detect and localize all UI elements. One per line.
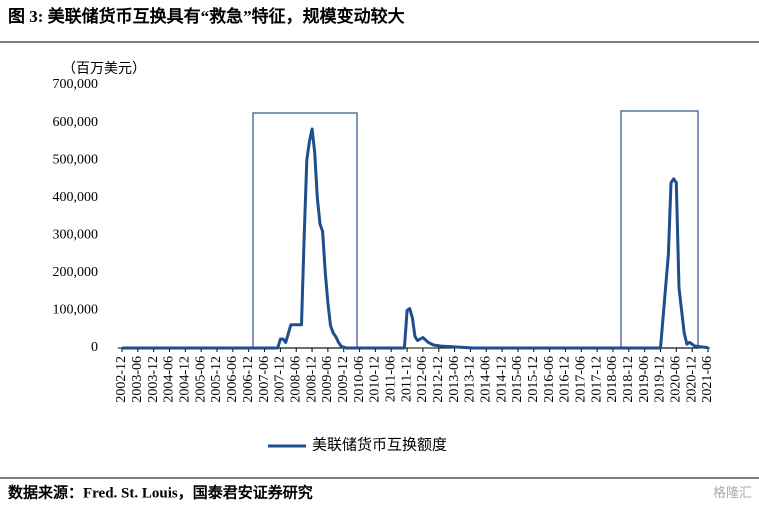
y-tick-label: 300,000: [53, 228, 99, 243]
y-tick-label: 700,000: [53, 77, 99, 92]
x-tick-label: 2011-12: [399, 356, 414, 402]
x-tick-label: 2016-06: [542, 356, 557, 403]
x-tick-label: 2012-12: [431, 356, 446, 403]
y-tick-label: 0: [91, 340, 98, 355]
x-tick-label: 2003-12: [146, 356, 161, 403]
y-unit: （百万美元）: [62, 61, 146, 77]
x-tick-label: 2019-06: [637, 356, 652, 403]
x-tick-label: 2002-12: [114, 356, 129, 403]
x-tick-label: 2005-12: [209, 356, 224, 403]
x-tick-label: 2013-06: [447, 356, 462, 403]
x-tick-label: 2004-06: [162, 356, 177, 403]
x-tick-label: 2009-06: [320, 356, 335, 403]
y-tick-label: 500,000: [53, 152, 99, 167]
chart-title: 图 3: 美联储货币互换具有“救急”特征，规模变动较大: [8, 6, 405, 26]
x-tick-label: 2010-12: [368, 356, 383, 403]
x-tick-label: 2017-06: [574, 356, 589, 403]
x-tick-label: 2010-06: [352, 356, 367, 403]
x-tick-label: 2006-12: [241, 356, 256, 403]
x-tick-label: 2006-06: [225, 356, 240, 403]
legend-label: 美联储货币互换额度: [312, 436, 447, 453]
x-tick-label: 2015-06: [510, 356, 525, 403]
x-tick-label: 2007-12: [273, 356, 288, 403]
x-tick-label: 2016-12: [558, 356, 573, 403]
x-tick-label: 2021-06: [700, 356, 715, 403]
x-tick-label: 2009-12: [336, 356, 351, 403]
x-tick-label: 2005-06: [193, 356, 208, 403]
x-tick-label: 2019-12: [653, 356, 668, 403]
x-tick-label: 2012-06: [415, 356, 430, 403]
x-tick-label: 2018-12: [621, 356, 636, 403]
x-tick-label: 2017-12: [589, 356, 604, 403]
x-tick-label: 2015-12: [526, 356, 541, 403]
x-tick-label: 2011-06: [383, 356, 398, 402]
y-tick-label: 200,000: [53, 265, 99, 280]
y-tick-label: 600,000: [53, 115, 99, 130]
highlight-box: [620, 110, 699, 349]
x-tick-label: 2020-06: [669, 356, 684, 403]
x-tick-label: 2013-12: [463, 356, 478, 403]
x-tick-label: 2004-12: [178, 356, 193, 403]
watermark: 格隆汇: [713, 485, 752, 500]
x-tick-label: 2020-12: [684, 356, 699, 403]
x-tick-label: 2008-12: [304, 356, 319, 403]
x-tick-label: 2003-06: [130, 356, 145, 403]
x-tick-label: 2018-06: [605, 356, 620, 403]
source: 数据来源：Fred. St. Louis，国泰君安证券研究: [8, 483, 313, 501]
y-tick-label: 100,000: [53, 303, 99, 318]
x-tick-label: 2008-06: [288, 356, 303, 403]
x-tick-label: 2014-06: [478, 356, 493, 403]
y-tick-label: 400,000: [53, 190, 99, 205]
x-tick-label: 2014-12: [494, 356, 509, 403]
x-tick-label: 2007-06: [257, 356, 272, 403]
series-line: [122, 127, 709, 350]
